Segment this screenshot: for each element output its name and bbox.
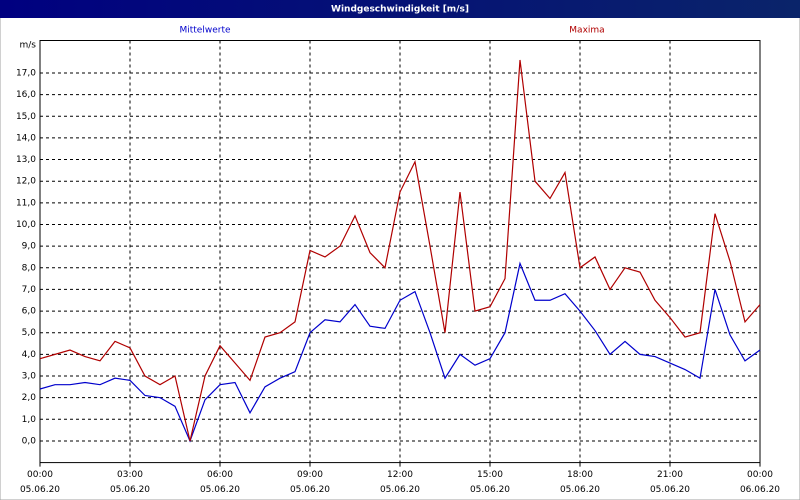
x-tick-label: 21:00 [657, 470, 683, 480]
series-line [39, 59, 761, 442]
y-tick-label: 3,0 [22, 372, 37, 382]
x-tick-label: 15:00 [477, 470, 503, 480]
x-tick-label: 00:00 [747, 470, 773, 480]
x-tick-date: 05.06.20 [560, 485, 600, 495]
plot-frame [39, 40, 761, 464]
y-tick-label: 15,0 [16, 112, 36, 122]
y-tick-label: 5,0 [22, 328, 37, 338]
y-tick-label: 14,0 [16, 133, 36, 143]
x-tick-date: 05.06.20 [470, 485, 510, 495]
series-line [39, 261, 761, 443]
chart-title: Windgeschwindigkeit [m/s] [331, 5, 469, 15]
title-bar [0, 0, 800, 18]
x-tick-date: 05.06.20 [200, 485, 240, 495]
x-tick-label: 03:00 [117, 470, 143, 480]
x-tick-date: 05.06.20 [380, 485, 420, 495]
y-tick-label: 8,0 [22, 263, 37, 273]
y-tick-label: 11,0 [16, 198, 36, 208]
x-tick-date: 05.06.20 [20, 485, 60, 495]
y-unit: m/s [20, 41, 37, 51]
y-tick-label: 4,0 [22, 350, 37, 360]
y-tick-label: 7,0 [22, 285, 37, 295]
x-tick-label: 06:00 [207, 470, 233, 480]
x-tick-label: 18:00 [567, 470, 593, 480]
y-tick-label: 6,0 [22, 307, 37, 317]
y-tick-label: 17,0 [16, 68, 36, 78]
y-tick-label: 1,0 [22, 415, 37, 425]
x-tick-label: 09:00 [297, 470, 323, 480]
x-tick-date: 05.06.20 [110, 485, 150, 495]
y-tick-label: 12,0 [16, 177, 36, 187]
legend-label: Mittelwerte [179, 26, 230, 36]
x-tick-label: 12:00 [387, 470, 413, 480]
x-tick-date: 05.06.20 [290, 485, 330, 495]
y-tick-label: 0,0 [22, 436, 37, 446]
y-tick-label: 9,0 [22, 242, 37, 252]
x-tick-date: 06.06.20 [740, 485, 780, 495]
x-tick-date: 05.06.20 [650, 485, 690, 495]
y-tick-label: 16,0 [16, 90, 36, 100]
y-tick-label: 13,0 [16, 155, 36, 165]
legend-label: Maxima [569, 26, 604, 36]
y-tick-label: 10,0 [16, 220, 36, 230]
y-tick-label: 2,0 [22, 393, 37, 403]
x-tick-label: 00:00 [27, 470, 53, 480]
